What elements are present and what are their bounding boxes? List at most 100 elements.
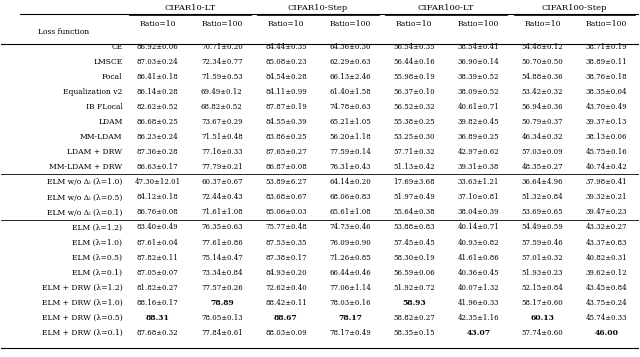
Text: ELM (λ=1.2): ELM (λ=1.2) bbox=[72, 223, 122, 231]
Text: ELM (λ=1.0): ELM (λ=1.0) bbox=[72, 238, 122, 247]
Text: 54.88±0.36: 54.88±0.36 bbox=[522, 73, 563, 81]
Text: 38.54±0.41: 38.54±0.41 bbox=[458, 42, 499, 51]
Text: 53.69±0.65: 53.69±0.65 bbox=[522, 208, 563, 216]
Text: CIFAR10-Step: CIFAR10-Step bbox=[288, 4, 348, 12]
Text: 70.71±0.20: 70.71±0.20 bbox=[201, 42, 243, 51]
Text: 72.34±0.77: 72.34±0.77 bbox=[201, 58, 243, 66]
Text: 38.13±0.06: 38.13±0.06 bbox=[586, 133, 627, 141]
Text: ELM + DRW (λ=0.1): ELM + DRW (λ=0.1) bbox=[42, 329, 122, 337]
Text: 71.61±1.08: 71.61±1.08 bbox=[201, 208, 243, 216]
Text: Ratio=10: Ratio=10 bbox=[268, 20, 304, 28]
Text: 87.38±0.17: 87.38±0.17 bbox=[265, 253, 307, 262]
Text: 84.12±0.18: 84.12±0.18 bbox=[137, 193, 179, 201]
Text: 65.61±1.08: 65.61±1.08 bbox=[329, 208, 371, 216]
Text: 40.07±1.32: 40.07±1.32 bbox=[458, 284, 499, 292]
Text: Ratio=10: Ratio=10 bbox=[140, 20, 176, 28]
Text: MM-LDAM: MM-LDAM bbox=[80, 133, 122, 141]
Text: 56.94±0.36: 56.94±0.36 bbox=[522, 103, 563, 111]
Text: 41.96±0.33: 41.96±0.33 bbox=[458, 299, 499, 307]
Text: ELM + DRW (λ=1.2): ELM + DRW (λ=1.2) bbox=[42, 284, 122, 292]
Text: 56.20±1.18: 56.20±1.18 bbox=[329, 133, 371, 141]
Text: 51.97±0.49: 51.97±0.49 bbox=[394, 193, 435, 201]
Text: Loss function: Loss function bbox=[38, 27, 89, 36]
Text: ELM w/o Δᵢ (λ=1.0): ELM w/o Δᵢ (λ=1.0) bbox=[47, 178, 122, 186]
Text: 56.52±0.32: 56.52±0.32 bbox=[394, 103, 435, 111]
Text: CIFAR100-LT: CIFAR100-LT bbox=[418, 4, 474, 12]
Text: 50.79±0.37: 50.79±0.37 bbox=[522, 118, 563, 126]
Text: 87.03±0.24: 87.03±0.24 bbox=[137, 58, 179, 66]
Text: 38.39±0.52: 38.39±0.52 bbox=[458, 73, 499, 81]
Text: 77.79±0.21: 77.79±0.21 bbox=[201, 163, 243, 171]
Text: 58.17±0.60: 58.17±0.60 bbox=[522, 299, 563, 307]
Text: 88.03±0.09: 88.03±0.09 bbox=[265, 329, 307, 337]
Text: 45.75±0.16: 45.75±0.16 bbox=[586, 148, 627, 156]
Text: 37.10±0.81: 37.10±0.81 bbox=[458, 193, 499, 201]
Text: ELM (λ=0.1): ELM (λ=0.1) bbox=[72, 269, 122, 277]
Text: Focal: Focal bbox=[102, 73, 122, 81]
Text: 68.82±0.52: 68.82±0.52 bbox=[201, 103, 243, 111]
Text: 64.14±0.20: 64.14±0.20 bbox=[329, 178, 371, 186]
Text: IB FLocal: IB FLocal bbox=[86, 103, 122, 111]
Text: 78.03±0.16: 78.03±0.16 bbox=[329, 299, 371, 307]
Text: 55.98±0.19: 55.98±0.19 bbox=[394, 73, 435, 81]
Text: 40.82±0.31: 40.82±0.31 bbox=[586, 253, 627, 262]
Text: 57.59±0.46: 57.59±0.46 bbox=[522, 238, 563, 247]
Text: Ratio=100: Ratio=100 bbox=[458, 20, 499, 28]
Text: 37.98±0.41: 37.98±0.41 bbox=[586, 178, 627, 186]
Text: 36.89±0.25: 36.89±0.25 bbox=[458, 133, 499, 141]
Text: 57.45±0.45: 57.45±0.45 bbox=[394, 238, 435, 247]
Text: 36.90±0.14: 36.90±0.14 bbox=[458, 58, 499, 66]
Text: 66.13±2.46: 66.13±2.46 bbox=[329, 73, 371, 81]
Text: 40.36±0.45: 40.36±0.45 bbox=[458, 269, 499, 277]
Text: 87.53±0.35: 87.53±0.35 bbox=[265, 238, 307, 247]
Text: 88.42±0.11: 88.42±0.11 bbox=[265, 299, 307, 307]
Text: 40.14±0.71: 40.14±0.71 bbox=[458, 223, 499, 231]
Text: 50.70±0.50: 50.70±0.50 bbox=[522, 58, 563, 66]
Text: 83.40±0.49: 83.40±0.49 bbox=[137, 223, 179, 231]
Text: 53.89±6.27: 53.89±6.27 bbox=[265, 178, 307, 186]
Text: 77.59±0.14: 77.59±0.14 bbox=[329, 148, 371, 156]
Text: 77.61±0.86: 77.61±0.86 bbox=[201, 238, 243, 247]
Text: 86.92±0.06: 86.92±0.06 bbox=[137, 42, 179, 51]
Text: 56.54±0.35: 56.54±0.35 bbox=[394, 42, 435, 51]
Text: 38.89±0.11: 38.89±0.11 bbox=[586, 58, 627, 66]
Text: CIFAR100-Step: CIFAR100-Step bbox=[542, 4, 607, 12]
Text: 40.61±0.71: 40.61±0.71 bbox=[458, 103, 499, 111]
Text: 87.65±0.27: 87.65±0.27 bbox=[265, 148, 307, 156]
Text: 84.11±0.99: 84.11±0.99 bbox=[265, 88, 307, 96]
Text: 76.35±0.63: 76.35±0.63 bbox=[201, 223, 243, 231]
Text: 69.49±0.12: 69.49±0.12 bbox=[201, 88, 243, 96]
Text: 83.68±0.67: 83.68±0.67 bbox=[265, 193, 307, 201]
Text: 58.82±0.27: 58.82±0.27 bbox=[394, 314, 435, 322]
Text: 86.76±0.08: 86.76±0.08 bbox=[137, 208, 179, 216]
Text: 43.37±0.83: 43.37±0.83 bbox=[586, 238, 627, 247]
Text: 39.31±0.38: 39.31±0.38 bbox=[458, 163, 499, 171]
Text: 39.62±0.12: 39.62±0.12 bbox=[586, 269, 627, 277]
Text: 33.63±1.21: 33.63±1.21 bbox=[458, 178, 499, 186]
Text: 77.06±1.14: 77.06±1.14 bbox=[329, 284, 371, 292]
Text: 85.06±0.03: 85.06±0.03 bbox=[265, 208, 307, 216]
Text: 86.14±0.28: 86.14±0.28 bbox=[137, 88, 179, 96]
Text: 87.61±0.04: 87.61±0.04 bbox=[137, 238, 179, 247]
Text: 38.76±0.18: 38.76±0.18 bbox=[586, 73, 627, 81]
Text: 60.37±0.67: 60.37±0.67 bbox=[201, 178, 243, 186]
Text: 74.78±0.63: 74.78±0.63 bbox=[329, 103, 371, 111]
Text: 86.68±0.25: 86.68±0.25 bbox=[137, 118, 179, 126]
Text: 86.23±0.24: 86.23±0.24 bbox=[137, 133, 179, 141]
Text: 54.48±0.12: 54.48±0.12 bbox=[522, 42, 563, 51]
Text: 39.37±0.13: 39.37±0.13 bbox=[586, 118, 627, 126]
Text: 47.30±12.01: 47.30±12.01 bbox=[134, 178, 180, 186]
Text: 78.17±0.49: 78.17±0.49 bbox=[329, 329, 371, 337]
Text: 85.08±0.23: 85.08±0.23 bbox=[265, 58, 307, 66]
Text: 77.84±0.61: 77.84±0.61 bbox=[201, 329, 243, 337]
Text: 56.44±0.16: 56.44±0.16 bbox=[394, 58, 435, 66]
Text: 73.67±0.29: 73.67±0.29 bbox=[201, 118, 243, 126]
Text: 75.14±0.47: 75.14±0.47 bbox=[201, 253, 243, 262]
Text: 51.93±0.23: 51.93±0.23 bbox=[522, 269, 563, 277]
Text: 77.16±0.33: 77.16±0.33 bbox=[201, 148, 243, 156]
Text: 39.82±0.45: 39.82±0.45 bbox=[458, 118, 499, 126]
Text: 82.62±0.52: 82.62±0.52 bbox=[137, 103, 179, 111]
Text: 68.06±0.83: 68.06±0.83 bbox=[329, 193, 371, 201]
Text: 83.86±0.25: 83.86±0.25 bbox=[265, 133, 307, 141]
Text: ELM + DRW (λ=1.0): ELM + DRW (λ=1.0) bbox=[42, 299, 122, 307]
